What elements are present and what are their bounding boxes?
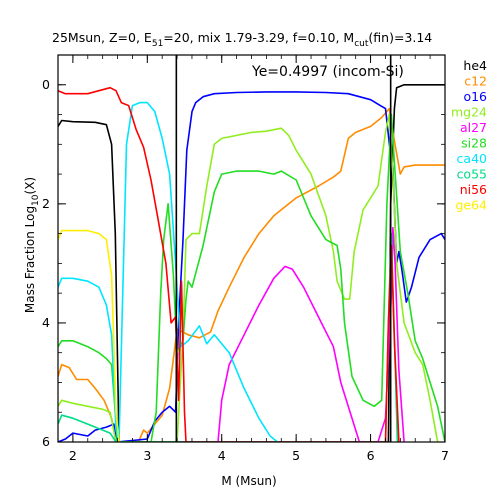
chart-title-part-2: =20, mix 1.79-3.29, f=0.10, M: [163, 30, 354, 45]
series-line-ge64: [58, 229, 120, 442]
annotation-ye: Ye=0.4997 (incom-Si): [251, 64, 404, 80]
legend-entry-mg24: mg24: [451, 105, 487, 120]
legend-entry-ni56: ni56: [460, 182, 487, 197]
legend-entry-co55: co55: [457, 167, 487, 182]
y-axis-label-part-1: Mass Fraction Log: [23, 206, 37, 313]
vertical-lines-layer: [175, 55, 392, 442]
x-tick-label-2: 2: [69, 448, 77, 463]
chart-title-sub-1: 51: [152, 39, 163, 49]
series-line-he4: [58, 84, 445, 442]
y-axis-label: Mass Fraction Log10(X): [23, 177, 41, 313]
series-line-o16: [58, 91, 445, 442]
series-line-al27: [217, 226, 405, 442]
legend-entry-he4: he4: [463, 58, 487, 73]
ticks-layer: 2 3 4 5 6 7 0 2 4 6: [42, 54, 449, 463]
chart-title-sub-2: cut: [354, 39, 369, 49]
legend-entry-c12: c12: [464, 74, 487, 89]
legend-entry-ca40: ca40: [457, 151, 487, 166]
series-line-ca40: [58, 101, 279, 442]
chart-title-part-1: 25Msun, Z=0, E: [52, 30, 152, 45]
legend-entry-al27: al27: [460, 120, 487, 135]
y-tick-label-0: 0: [42, 77, 50, 92]
series-layer: [58, 84, 445, 442]
x-tick-label-7: 7: [441, 448, 449, 463]
chart-title: 25Msun, Z=0, E51=20, mix 1.79-3.29, f=0.…: [52, 30, 432, 49]
x-tick-label-3: 3: [143, 448, 151, 463]
y-tick-label-2: 4: [42, 315, 50, 330]
y-tick-label-3: 6: [42, 434, 50, 449]
chart-title-part-3: (fin)=3.14: [368, 30, 432, 45]
series-line-c12: [58, 107, 445, 442]
series-line-ni56: [58, 86, 400, 442]
x-tick-label-5: 5: [292, 448, 300, 463]
x-axis-label: M (Msun): [221, 474, 276, 488]
y-tick-label-1: 2: [42, 196, 50, 211]
legend-entry-ge64: ge64: [455, 198, 487, 213]
series-line-si28: [58, 113, 445, 442]
x-tick-label-4: 4: [218, 448, 226, 463]
legend-entry-o16: o16: [463, 89, 487, 104]
legend-entry-si28: si28: [461, 136, 487, 151]
y-axis-label-sub: 10: [31, 194, 41, 206]
y-axis-label-part-2: (X): [23, 177, 37, 195]
x-tick-label-6: 6: [367, 448, 375, 463]
